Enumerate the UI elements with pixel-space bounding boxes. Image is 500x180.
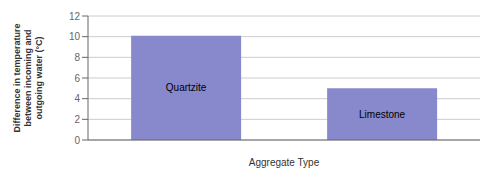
svg-text:6: 6: [74, 73, 80, 84]
svg-text:Aggregate Type: Aggregate Type: [249, 157, 320, 168]
svg-text:Limestone: Limestone: [359, 109, 406, 120]
svg-text:8: 8: [74, 52, 80, 63]
svg-text:10: 10: [69, 31, 81, 42]
svg-text:12: 12: [69, 11, 81, 22]
svg-text:Quartzite: Quartzite: [166, 82, 207, 93]
svg-text:0: 0: [74, 135, 80, 146]
svg-text:Difference in temperaturebetwe: Difference in temperaturebetween incomin…: [12, 23, 44, 132]
svg-text:4: 4: [74, 93, 80, 104]
svg-text:2: 2: [74, 114, 80, 125]
